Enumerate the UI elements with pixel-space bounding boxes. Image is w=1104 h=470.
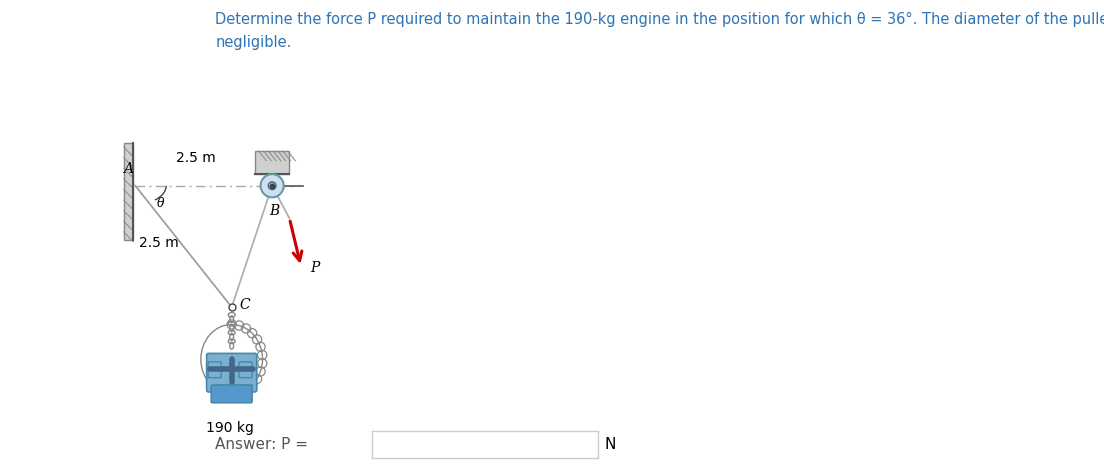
Bar [255, 151, 289, 174]
Circle shape [261, 174, 284, 197]
Text: Answer: P =: Answer: P = [215, 437, 308, 452]
Text: Determine the force P required to maintain the 190-kg engine in the position for: Determine the force P required to mainta… [215, 12, 1104, 27]
FancyBboxPatch shape [211, 385, 252, 403]
Text: negligible.: negligible. [215, 35, 291, 50]
Circle shape [268, 182, 276, 189]
FancyBboxPatch shape [209, 362, 221, 378]
Bar [124, 143, 134, 240]
FancyBboxPatch shape [238, 362, 252, 378]
Text: N: N [605, 437, 616, 452]
Text: P: P [310, 261, 320, 275]
Text: 2.5 m: 2.5 m [177, 150, 216, 164]
Text: C: C [240, 298, 250, 312]
Text: θ: θ [157, 196, 164, 210]
Text: B: B [269, 204, 279, 218]
Text: 190 kg: 190 kg [205, 421, 254, 435]
FancyBboxPatch shape [206, 353, 257, 392]
Text: 2.5 m: 2.5 m [139, 235, 179, 250]
Text: A: A [124, 162, 134, 176]
Text: i: i [351, 436, 358, 454]
